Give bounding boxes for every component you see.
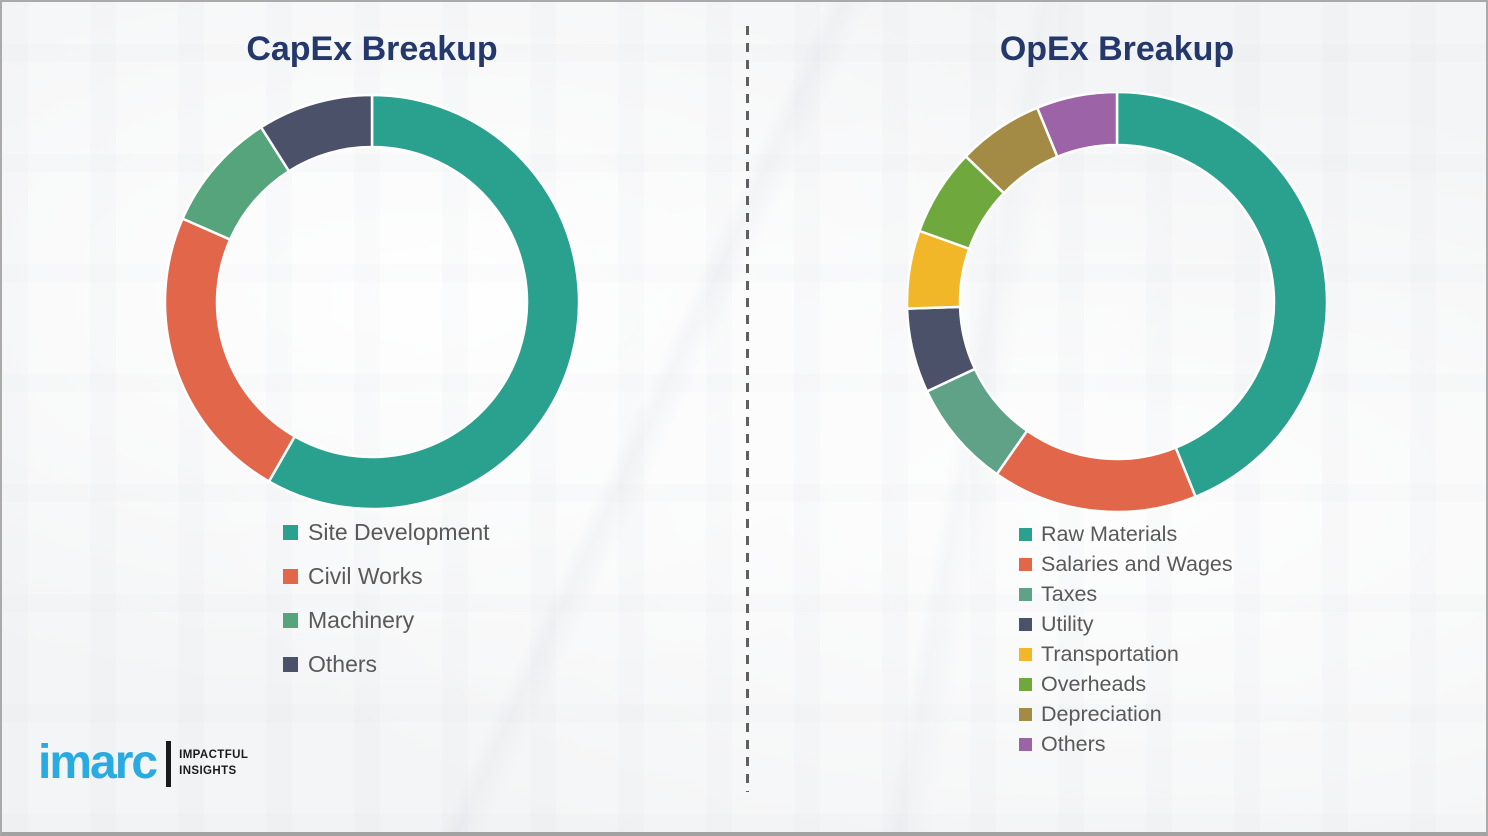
logo-tagline-line2: INSIGHTS [179,765,237,777]
legend-label: Others [1041,731,1106,756]
legend-swatch [283,524,298,540]
legend-label: Salaries and Wages [1041,551,1233,576]
opex-donut-chart [907,92,1327,512]
legend-label: Taxes [1041,581,1098,606]
logo-tagline-line1: IMPACTFUL [179,749,249,762]
capex-legend: Site Development Civil Works Machinery O… [283,510,490,686]
legend-swatch [1019,677,1032,691]
donut-segment-site-development [267,93,581,511]
legend-item-others-capex: Others [283,642,490,686]
imarc-logo-wordmark: imarc [38,736,158,789]
legend-item-depreciation: Depreciation [1019,699,1233,729]
legend-item-taxes: Taxes [1019,579,1233,609]
donut-segment-others [1036,92,1119,159]
legend-item-raw-materials: Raw Materials [1019,519,1233,549]
legend-swatch [283,656,298,672]
legend-label: Machinery [308,606,415,633]
legend-item-utility: Utility [1019,609,1233,639]
legend-swatch [283,568,298,584]
legend-label: Depreciation [1041,701,1162,726]
legend-swatch [1019,737,1032,751]
legend-swatch [1019,587,1032,601]
legend-swatch [1019,617,1032,631]
legend-item-others-opex: Others [1019,729,1233,759]
legend-item-site-development: Site Development [283,510,490,554]
logo-tagline: IMPACTFUL INSIGHTS [179,748,248,779]
legend-label: Others [308,650,378,677]
logo-separator-bar [166,741,172,787]
legend-label: Civil Works [308,562,423,589]
legend-label: Site Development [308,518,490,545]
legend-item-overheads: Overheads [1019,669,1233,699]
donut-segment-raw-materials [1115,92,1327,499]
legend-item-salaries-and-wages: Salaries and Wages [1019,549,1233,579]
legend-swatch [1019,557,1032,571]
imarc-logo: imarc IMPACTFUL INSIGHTS [38,739,248,787]
legend-swatch [1019,707,1032,721]
legend-item-transportation: Transportation [1019,639,1233,669]
donut-segment-salaries-and-wages [995,429,1197,512]
donut-segment-civil-works [163,217,297,483]
legend-label: Transportation [1041,641,1179,666]
legend-item-civil-works: Civil Works [283,554,490,598]
dashed-divider-line [746,26,749,792]
legend-swatch [1019,527,1032,541]
legend-item-machinery: Machinery [283,598,490,642]
legend-swatch [283,612,298,628]
legend-label: Raw Materials [1041,521,1178,546]
opex-legend: Raw Materials Salaries and Wages Taxes U… [1019,519,1233,759]
capex-donut-chart [163,93,581,511]
capex-chart-title: CapEx Breakup [246,30,498,68]
legend-label: Utility [1041,611,1094,636]
donut-segment-others [259,93,374,173]
opex-chart-title: OpEx Breakup [999,30,1235,68]
legend-swatch [1019,647,1032,661]
legend-label: Overheads [1041,671,1147,696]
